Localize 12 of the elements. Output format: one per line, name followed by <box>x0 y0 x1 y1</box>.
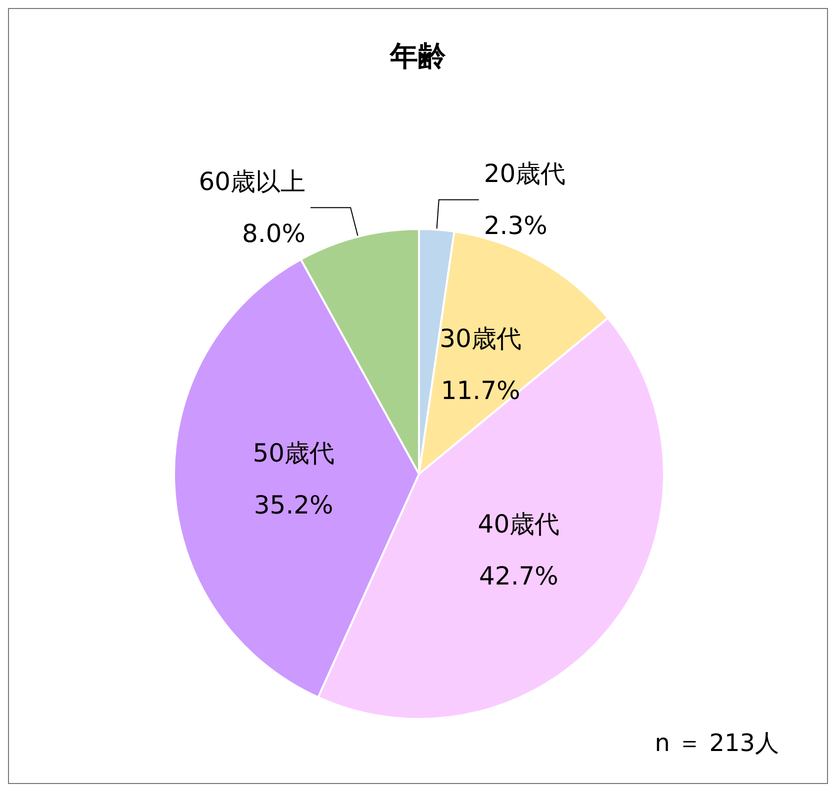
data-label: 42.7% <box>479 562 558 591</box>
slice-label: 40歳代 <box>478 510 560 539</box>
slice-label: 30歳代 <box>440 324 522 354</box>
slice-label: 20歳代 <box>484 159 566 188</box>
data-label: 8.0% <box>242 219 306 248</box>
slice-label: 50歳代 <box>252 438 335 468</box>
chart-title: 年齢 <box>389 40 446 72</box>
data-label: 2.3% <box>484 211 548 240</box>
data-label: 35.2% <box>254 490 334 520</box>
text: n ＝ 213人 <box>654 729 780 757</box>
data-label: 11.7% <box>440 376 520 406</box>
slice-label: 60歳以上 <box>198 167 306 196</box>
